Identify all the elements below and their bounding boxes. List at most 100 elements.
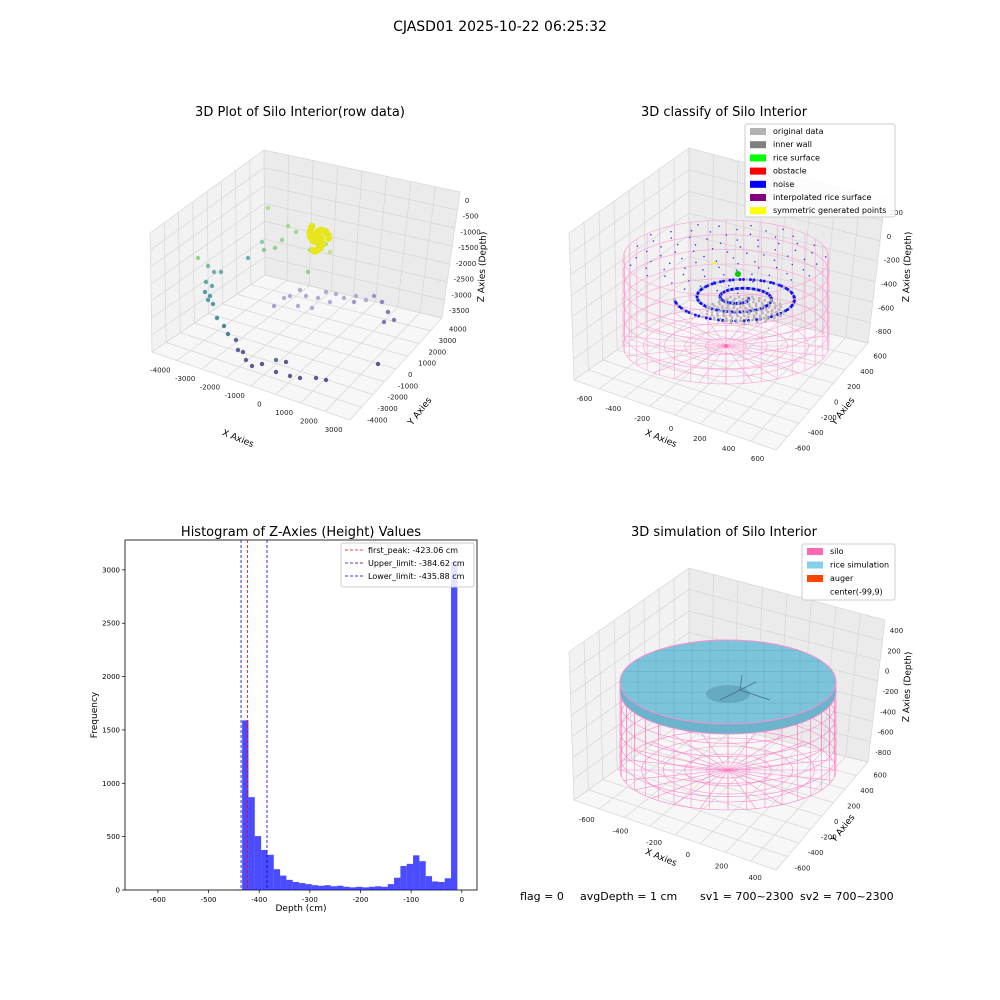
classify-wall-point <box>774 304 777 307</box>
classify-point <box>750 309 754 313</box>
histogram-bar <box>419 861 426 890</box>
classify-noise-point <box>715 260 718 262</box>
p1-wall-grid-line <box>286 155 289 281</box>
p2-wall-grid-line <box>613 201 618 351</box>
p2-y-tick: 0 <box>834 399 838 407</box>
classify-point <box>748 278 752 282</box>
raw-data-point <box>218 269 224 275</box>
histogram-bar <box>267 854 274 890</box>
classify-silo-spoke <box>626 345 727 357</box>
classify-noise-point <box>650 260 652 263</box>
p1-x-tick: -1000 <box>224 392 244 400</box>
classify-noise-point <box>660 246 662 248</box>
classify-noise-point <box>774 249 777 251</box>
histogram-legend-label: Upper_limit: -384.62 cm <box>368 559 465 568</box>
raw-data-point <box>202 289 208 295</box>
histogram-legend-frame <box>340 542 475 588</box>
classify-point <box>684 309 688 313</box>
classify-wall-point <box>754 302 758 306</box>
p4-z-tick: 0 <box>885 668 889 676</box>
raw-data-point <box>195 255 201 261</box>
histogram-y-tick-label: 1000 <box>102 780 120 788</box>
p1-y-tick: -2000 <box>388 394 408 402</box>
classify-noise-point <box>664 275 666 277</box>
classify-silo-spoke <box>725 345 799 374</box>
raw-data-point <box>312 237 319 244</box>
histogram-bar <box>311 885 319 890</box>
classify-wall-point <box>735 320 739 324</box>
p1-wall-grid-line <box>441 191 461 319</box>
p2-y-tick: -600 <box>795 444 811 452</box>
classify-wall-point <box>766 316 769 319</box>
classify-wall-point <box>724 299 728 303</box>
classify-point <box>738 319 742 323</box>
p2-x-tick: -400 <box>605 405 621 413</box>
classify-noise-point <box>792 235 795 238</box>
classify-wall-point <box>724 310 727 314</box>
p4-floor-grid-line <box>725 750 824 853</box>
p4-z-tick: -200 <box>883 688 899 696</box>
classify-silo-floor-ring <box>705 338 747 354</box>
classify-wall-point <box>739 305 742 309</box>
histogram-bar <box>425 876 433 890</box>
classify-silo-spoke <box>636 345 727 366</box>
classify-noise-point <box>754 260 756 263</box>
classify-wall-point <box>747 315 750 319</box>
raw-data-point <box>207 293 213 299</box>
classify-wall-point <box>722 314 726 318</box>
p4-x-tick: 400 <box>748 874 761 882</box>
simulation-silo-floor-ring <box>684 753 772 787</box>
classify-wall-point <box>729 319 732 322</box>
raw-data-point <box>309 305 315 311</box>
p1-wall-grid-line <box>397 181 412 308</box>
raw-data-point <box>385 309 391 315</box>
classify-wall-point <box>741 298 744 301</box>
simulation-rice-surface <box>619 639 837 735</box>
classify-noise-point <box>726 251 729 253</box>
classify-wall-point <box>770 309 774 312</box>
p1-floor-grid-line <box>250 284 431 332</box>
histogram-bar <box>349 887 357 890</box>
classify-plot-title: 3D classify of Silo Interior <box>641 105 808 120</box>
p1-wall-grid-line <box>353 170 363 297</box>
simulation-silo-spoke <box>727 749 822 771</box>
classify-noise-point <box>629 264 632 267</box>
raw-data-point <box>214 315 220 321</box>
simulation-x-tick-labels: -600 -400 -200 0 200 400 <box>579 816 762 882</box>
classify-x-tick-labels: -600 -400 -200 0 200 400 600 <box>576 395 764 463</box>
raw-data-point <box>271 303 277 309</box>
raw-back-right-pane <box>264 150 460 318</box>
raw-data-point <box>209 283 215 289</box>
histogram-x-tick-label: -100 <box>403 896 419 904</box>
classify-silo-spoke <box>674 345 727 380</box>
classify-silo-spoke <box>636 326 727 347</box>
classify-noise-point <box>684 267 686 270</box>
raw-data-point <box>317 240 325 248</box>
classify-wall-point <box>764 320 767 323</box>
p4-floor-grid-line <box>775 761 869 871</box>
p2-wall-grid-line <box>598 211 604 361</box>
raw-data-point <box>323 289 329 295</box>
classify-noise-point <box>709 231 712 233</box>
classify-wall-point <box>736 314 739 318</box>
p2-wall-grid-line <box>583 222 589 371</box>
classify-noise-point <box>671 282 673 284</box>
classify-point <box>769 315 773 319</box>
classify-wall-point <box>770 312 774 316</box>
histogram-bar <box>356 886 363 890</box>
classify-wall-point <box>753 309 757 313</box>
p4-z-tick: 400 <box>890 627 903 635</box>
p1-wall-grid-line <box>149 232 153 353</box>
histogram-legend-label: Lower_limit: -435.88 cm <box>368 572 465 581</box>
simulation-z-axis-label: Z Axies (Depth) <box>902 652 914 723</box>
p1-y-tick: 1000 <box>418 360 436 368</box>
p1-wall-grid-line <box>178 212 181 333</box>
classify-wall-point <box>765 308 768 311</box>
classify-wall-point <box>706 304 709 308</box>
classify-wall-point <box>765 318 769 321</box>
simulation-silo-spoke <box>727 731 757 771</box>
classify-noise-point <box>736 292 739 295</box>
simulation-plot-title: 3D simulation of Silo Interior <box>631 525 818 540</box>
classify-legend: original data inner wall rice surface obsta… <box>744 123 896 218</box>
classify-wall-point <box>746 308 749 312</box>
